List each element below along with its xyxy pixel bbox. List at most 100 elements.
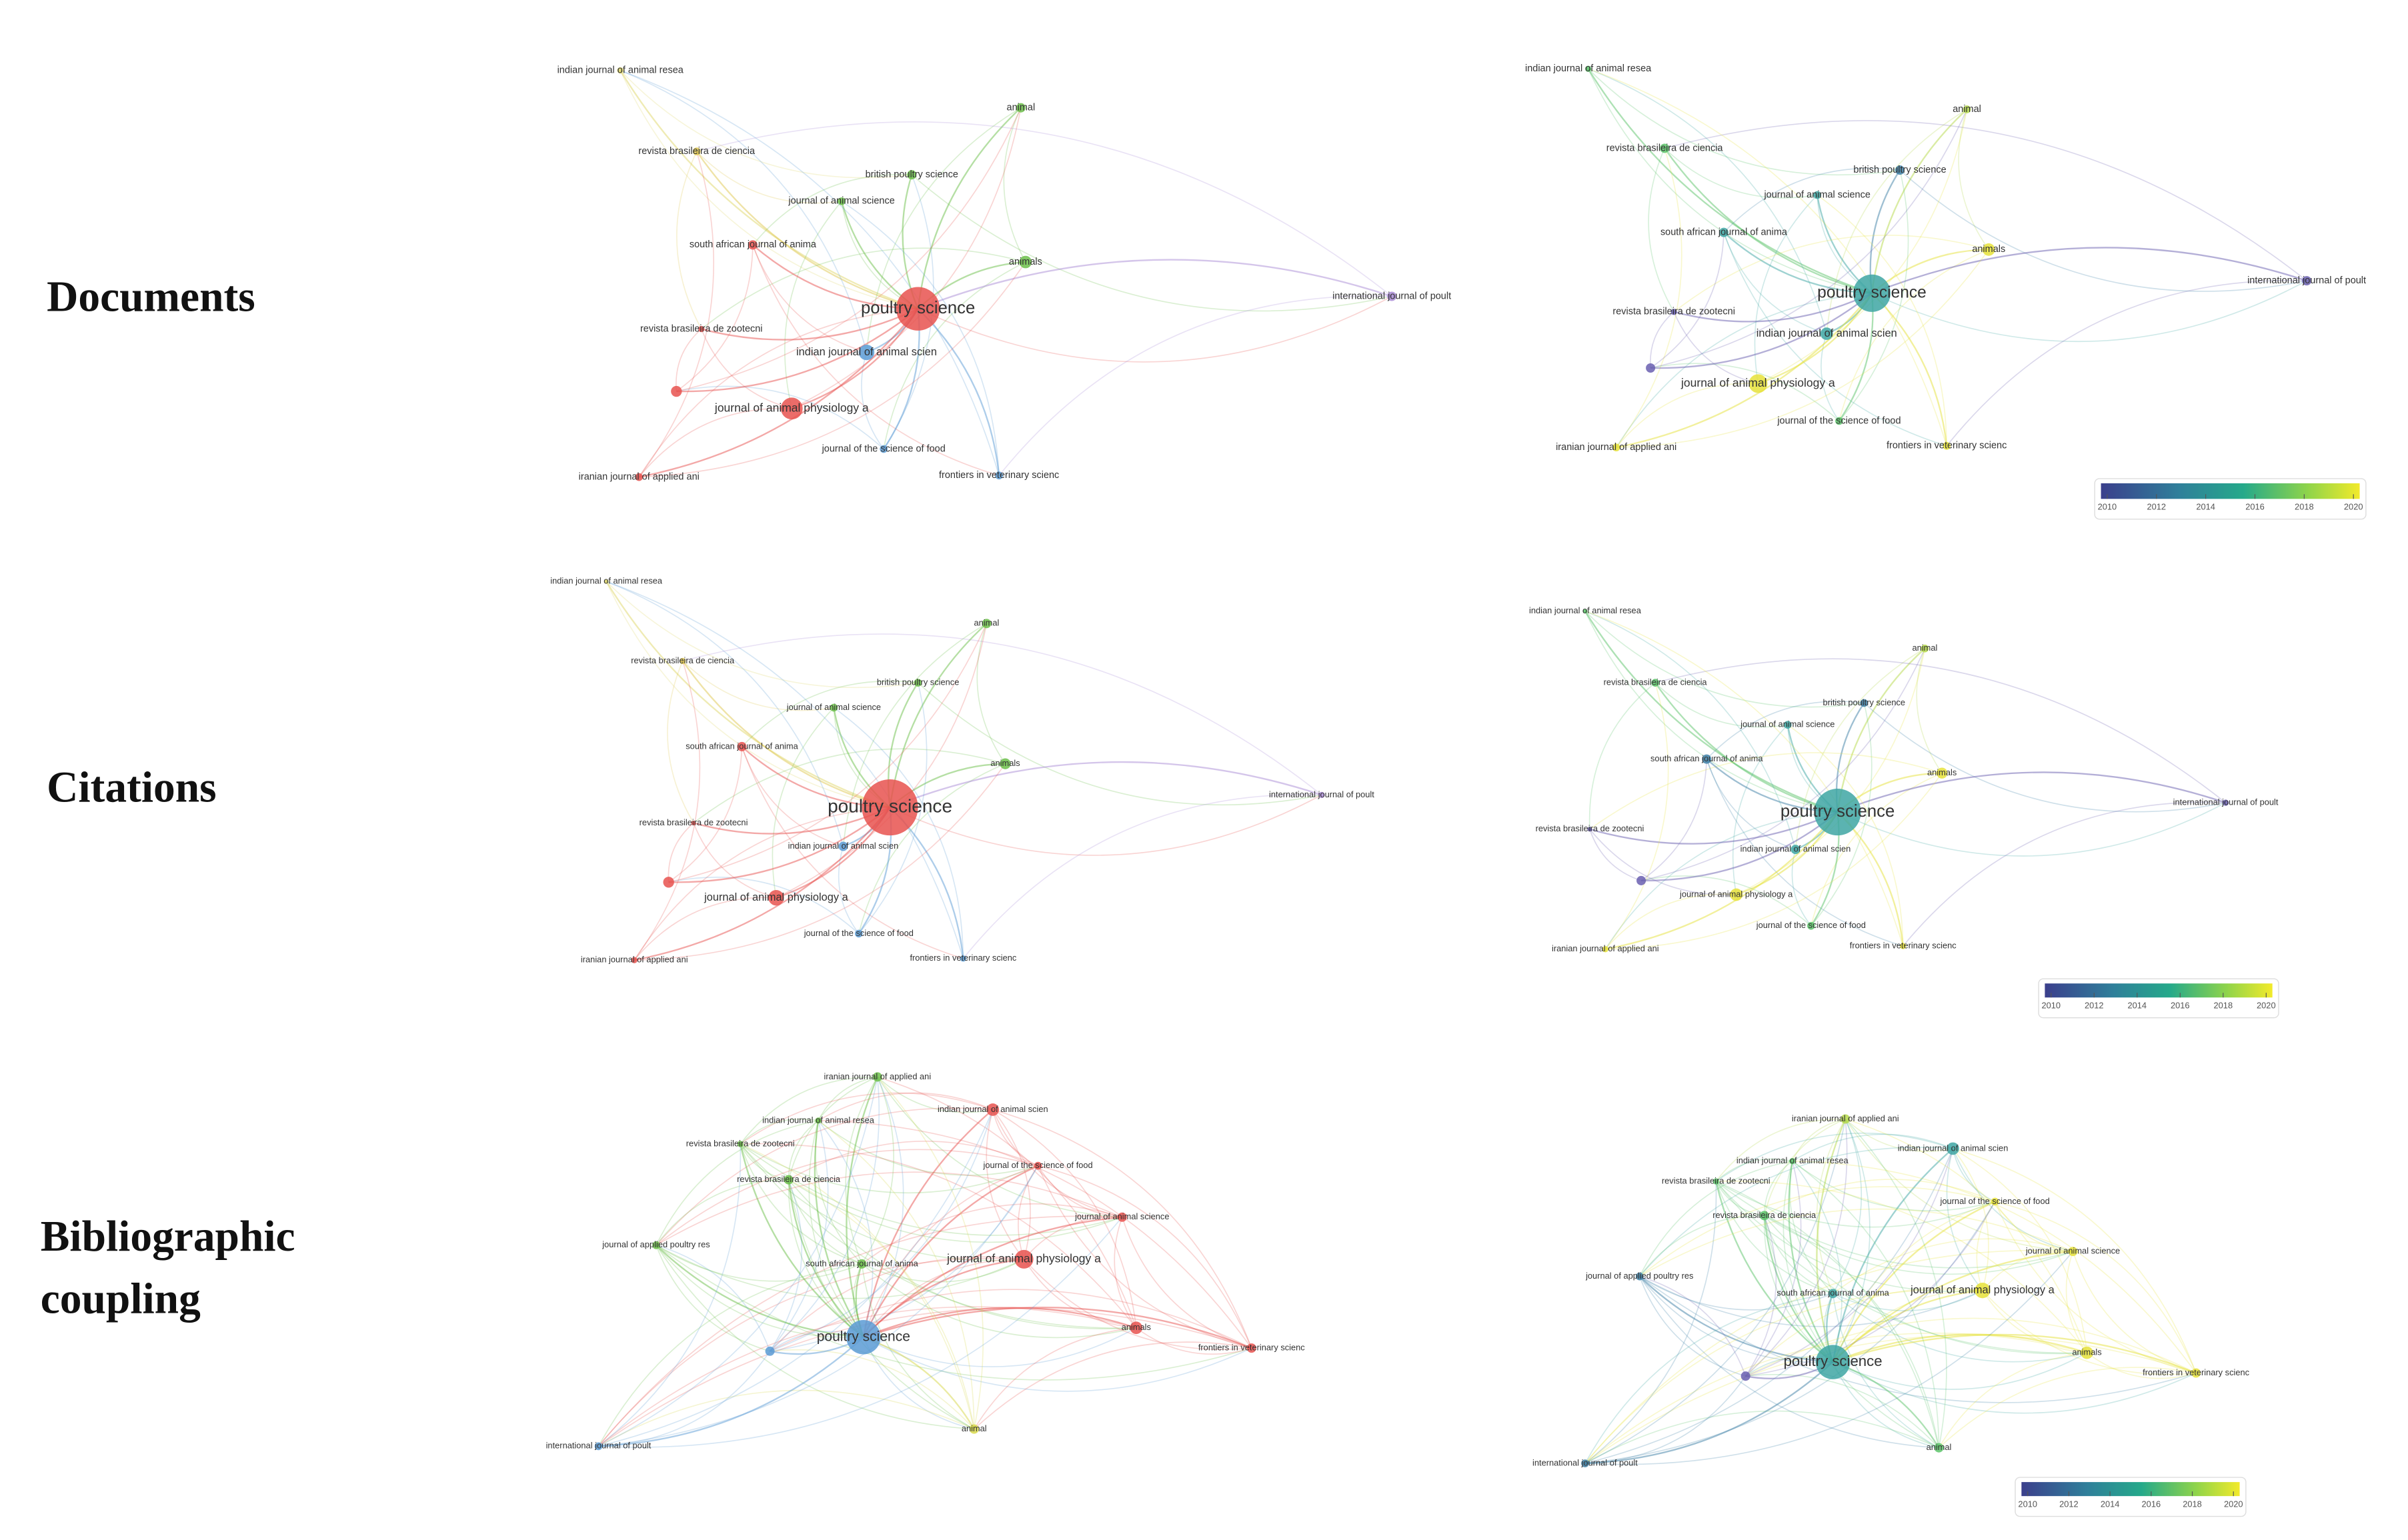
edge [1976, 1201, 1996, 1291]
node-label: indian journal of animal scien [1898, 1143, 2009, 1153]
edge [862, 1109, 994, 1337]
legend-tick-label: 2010 [2018, 1499, 2037, 1509]
edge [1982, 1290, 2197, 1375]
node [1790, 845, 1800, 855]
node [617, 67, 624, 74]
node [1835, 417, 1843, 425]
legend-tick-label: 2012 [2059, 1499, 2079, 1509]
edge [1639, 1275, 1983, 1327]
node [1815, 1345, 1851, 1379]
edge [676, 308, 919, 393]
node [1019, 255, 1032, 269]
edge [1763, 1118, 1846, 1216]
edge [1995, 1201, 2197, 1373]
edge [1589, 811, 1839, 845]
node [1387, 291, 1397, 301]
edge [1664, 147, 1873, 294]
edge [1587, 68, 1873, 294]
node-label: iranian journal of applied ani [581, 955, 688, 965]
edge [1758, 293, 1873, 385]
node [1789, 1157, 1796, 1165]
node [1702, 754, 1712, 764]
node [969, 1424, 979, 1434]
edge [1833, 1333, 2087, 1363]
node [1581, 1459, 1589, 1467]
edge [1023, 1216, 1122, 1260]
node-label: journal of the science of food [1756, 920, 1866, 930]
edge [634, 807, 890, 961]
node-label: journal of the science of food [1776, 415, 1901, 426]
edge [1916, 648, 1943, 774]
edge [598, 1351, 771, 1447]
edge [740, 1092, 994, 1145]
edge [1833, 1293, 2087, 1363]
edge [740, 1118, 819, 1145]
node-label: animals [1972, 244, 2005, 255]
node-label: poultry science [828, 795, 952, 816]
edge [845, 1077, 878, 1265]
edge [976, 623, 1006, 765]
edge [769, 1179, 803, 1352]
edge [770, 1109, 994, 1352]
edge [818, 1120, 1252, 1349]
edge [1994, 1201, 2197, 1374]
edge [992, 1109, 1252, 1349]
node [604, 579, 609, 584]
color-legend: 2010 2012 2014 2016 2018 2020 [2094, 478, 2367, 520]
node [1828, 1289, 1838, 1299]
edge [814, 1120, 864, 1338]
node [1934, 1443, 1944, 1453]
edge [1584, 610, 1838, 813]
edge [818, 1120, 975, 1429]
edge [656, 1245, 1252, 1381]
edges [597, 1076, 1252, 1448]
network-panel: iranian journal of applied ani indian jou… [1532, 1113, 2250, 1517]
legend-tick-label: 2010 [2041, 1001, 2061, 1011]
node-label: british poultry science [866, 169, 958, 180]
node [995, 471, 1003, 480]
edge [741, 746, 844, 847]
edge [862, 1165, 1039, 1338]
edge [992, 1109, 1038, 1167]
legend-tick-label: 2010 [2098, 502, 2117, 512]
node-label: journal of animal physiology a [714, 401, 869, 414]
node [1807, 921, 1815, 930]
node [982, 619, 992, 629]
edge [634, 661, 701, 961]
node [1712, 1178, 1719, 1185]
edge [974, 1327, 1136, 1430]
edge [1832, 1289, 1983, 1363]
color-bar [2045, 983, 2273, 998]
edge [656, 1245, 1024, 1299]
edge [861, 1077, 894, 1265]
edge [676, 385, 884, 450]
edge [877, 1076, 984, 1429]
edge [1839, 169, 1909, 421]
edge [861, 1263, 975, 1430]
node [2302, 276, 2312, 286]
node-label: journal of applied poultry res [1585, 1271, 1693, 1281]
node [1246, 1343, 1256, 1353]
node-label: revista brasileira de ciencia [1712, 1210, 1817, 1220]
edge [740, 1143, 1137, 1329]
edge [861, 352, 884, 450]
edge [1745, 1201, 1996, 1377]
node [1991, 1197, 1999, 1206]
edge [638, 407, 792, 478]
legend-tick-label: 2020 [2344, 502, 2363, 512]
edge [1787, 724, 1904, 947]
node [631, 957, 638, 963]
node [896, 287, 940, 331]
node-label: frontiers in veterinary scienc [2143, 1367, 2249, 1377]
edge [791, 107, 1022, 409]
edge [1845, 1119, 2073, 1253]
node-label: frontiers in veterinary scienc [1850, 940, 1957, 950]
edge [858, 682, 928, 934]
edge [992, 1109, 1137, 1328]
edge [1650, 292, 1873, 369]
edge [1654, 682, 1838, 813]
edges [620, 69, 1392, 478]
edge [1792, 1133, 1953, 1162]
edge [700, 329, 792, 409]
edge [889, 623, 988, 808]
